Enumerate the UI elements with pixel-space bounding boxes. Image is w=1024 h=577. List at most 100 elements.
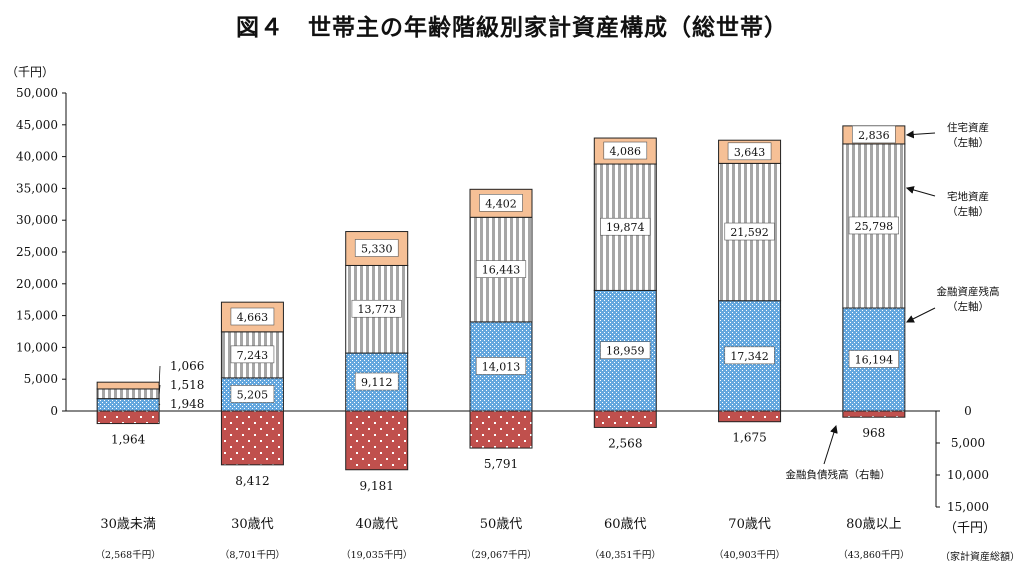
data-label-housing-box	[727, 142, 772, 161]
left-axis-tick-label: 25,000	[16, 245, 58, 259]
total-label: （8,701千円）	[220, 549, 285, 561]
data-label-financial-box	[600, 341, 651, 360]
bar-debt	[220, 410, 284, 466]
right-axis-tick-label: 0	[964, 404, 972, 418]
data-label-housing: 4,663	[237, 311, 269, 324]
bar-land	[96, 388, 160, 400]
data-label-financial: 5,205	[237, 388, 269, 401]
data-label-financial-box	[848, 350, 899, 368]
right-axis-tick-label: 5,000	[951, 436, 985, 450]
category-label: 50歳代	[480, 517, 523, 532]
data-label-housing-box	[354, 239, 399, 257]
total-label: （2,568千円）	[96, 549, 161, 561]
legend-label-land: 宅地資産	[947, 190, 989, 203]
category-label: 30歳未満	[100, 517, 156, 532]
data-label-land-box	[848, 216, 899, 235]
total-label: （40,903千円）	[714, 549, 785, 561]
data-label-land-box	[724, 222, 775, 241]
data-label-land-box	[351, 299, 402, 318]
left-axis-tick-label: 40,000	[16, 150, 58, 164]
data-label-housing: 1,066	[170, 359, 204, 373]
bar-financial	[96, 398, 160, 412]
data-label-financial-box	[724, 346, 775, 365]
data-label-housing: 5,330	[361, 243, 393, 256]
data-label-financial-box	[230, 385, 275, 403]
legend-label-housing: 住宅資産	[947, 121, 989, 134]
total-label: （19,035千円）	[341, 549, 412, 561]
legend-label-financial: 金融資産残高	[937, 285, 1000, 298]
data-label-land: 13,773	[357, 303, 396, 316]
left-axis-tick-label: 45,000	[16, 118, 58, 132]
data-label-land: 19,874	[606, 221, 645, 234]
bar-debt	[718, 410, 782, 423]
chart-title: 図４ 世帯主の年齢階級別家計資産構成（総世帯）	[236, 15, 788, 41]
total-caption: （家計資産総額）	[940, 550, 1020, 563]
left-axis-tick-label: 0	[50, 404, 58, 418]
data-label-housing-box	[603, 141, 648, 160]
legend-arrow-financial	[905, 307, 936, 323]
category-label: 30歳代	[231, 517, 274, 532]
data-label-housing: 4,086	[610, 145, 642, 158]
data-label-housing: 3,643	[734, 146, 766, 159]
legend-label-land: （左軸）	[947, 205, 989, 218]
bar-housing	[96, 381, 160, 390]
data-label-debt: 9,181	[360, 479, 394, 493]
data-label-debt: 1,675	[732, 431, 766, 445]
data-label-land: 16,443	[482, 264, 521, 277]
data-label-land: 21,592	[730, 226, 769, 239]
total-label: （29,067千円）	[465, 549, 536, 561]
data-label-land-box	[600, 217, 651, 236]
data-label-housing-box	[852, 125, 896, 144]
legend-arrow-land	[905, 186, 936, 197]
legend-arrow-housing	[905, 130, 936, 139]
data-label-financial: 9,112	[361, 376, 393, 389]
data-label-financial: 18,959	[606, 345, 645, 358]
data-label-financial: 14,013	[482, 360, 521, 373]
bar-debt	[593, 410, 657, 428]
data-label-debt: 5,791	[484, 457, 518, 471]
right-axis-unit: （千円）	[944, 521, 996, 536]
legend-label-financial: （左軸）	[947, 300, 989, 313]
right-axis-tick-label: 10,000	[947, 468, 989, 482]
data-label-land-box	[475, 260, 527, 278]
data-label-financial: 17,342	[730, 350, 769, 363]
data-label-housing-box	[479, 194, 523, 212]
left-axis-tick-label: 5,000	[24, 372, 58, 386]
right-axis-tick-label: 15,000	[947, 500, 989, 514]
callout-leader-financial	[158, 403, 161, 406]
data-label-debt: 968	[862, 426, 885, 440]
category-label: 40歳代	[355, 517, 398, 532]
callout-leader-housing	[158, 365, 161, 386]
data-label-financial: 1,948	[170, 397, 204, 411]
data-label-financial-box	[354, 372, 399, 391]
data-label-land: 25,798	[855, 220, 894, 233]
left-axis-tick-label: 10,000	[16, 340, 58, 354]
data-label-land: 1,518	[170, 378, 204, 392]
data-label-debt: 1,964	[111, 433, 146, 447]
left-axis-tick-label: 20,000	[16, 277, 58, 291]
data-label-land-box	[230, 345, 275, 364]
data-label-land: 7,243	[237, 349, 269, 362]
total-label: （40,351千円）	[590, 549, 661, 561]
bar-debt	[469, 410, 533, 449]
bar-debt	[842, 410, 906, 418]
data-label-debt: 8,412	[235, 474, 269, 488]
total-label: （43,860千円）	[838, 549, 909, 561]
legend-arrow-debt	[823, 425, 838, 465]
data-label-debt: 2,568	[608, 436, 642, 450]
left-axis-tick-label: 50,000	[16, 86, 58, 100]
data-label-housing-box	[230, 307, 275, 326]
left-axis-unit: （千円）	[6, 65, 54, 79]
data-label-housing: 2,836	[858, 129, 890, 142]
callout-leader-land	[158, 384, 161, 394]
legend-label-debt: 金融負債残高（右軸）	[786, 468, 891, 481]
category-label: 60歳代	[604, 517, 647, 532]
left-axis-tick-label: 30,000	[16, 213, 58, 227]
left-axis-tick-label: 15,000	[16, 309, 58, 323]
bar-debt	[96, 410, 160, 425]
data-label-housing: 4,402	[485, 197, 517, 210]
left-axis-tick-label: 35,000	[16, 181, 58, 195]
bar-debt	[345, 410, 409, 471]
legend-label-housing: （左軸）	[947, 136, 989, 149]
